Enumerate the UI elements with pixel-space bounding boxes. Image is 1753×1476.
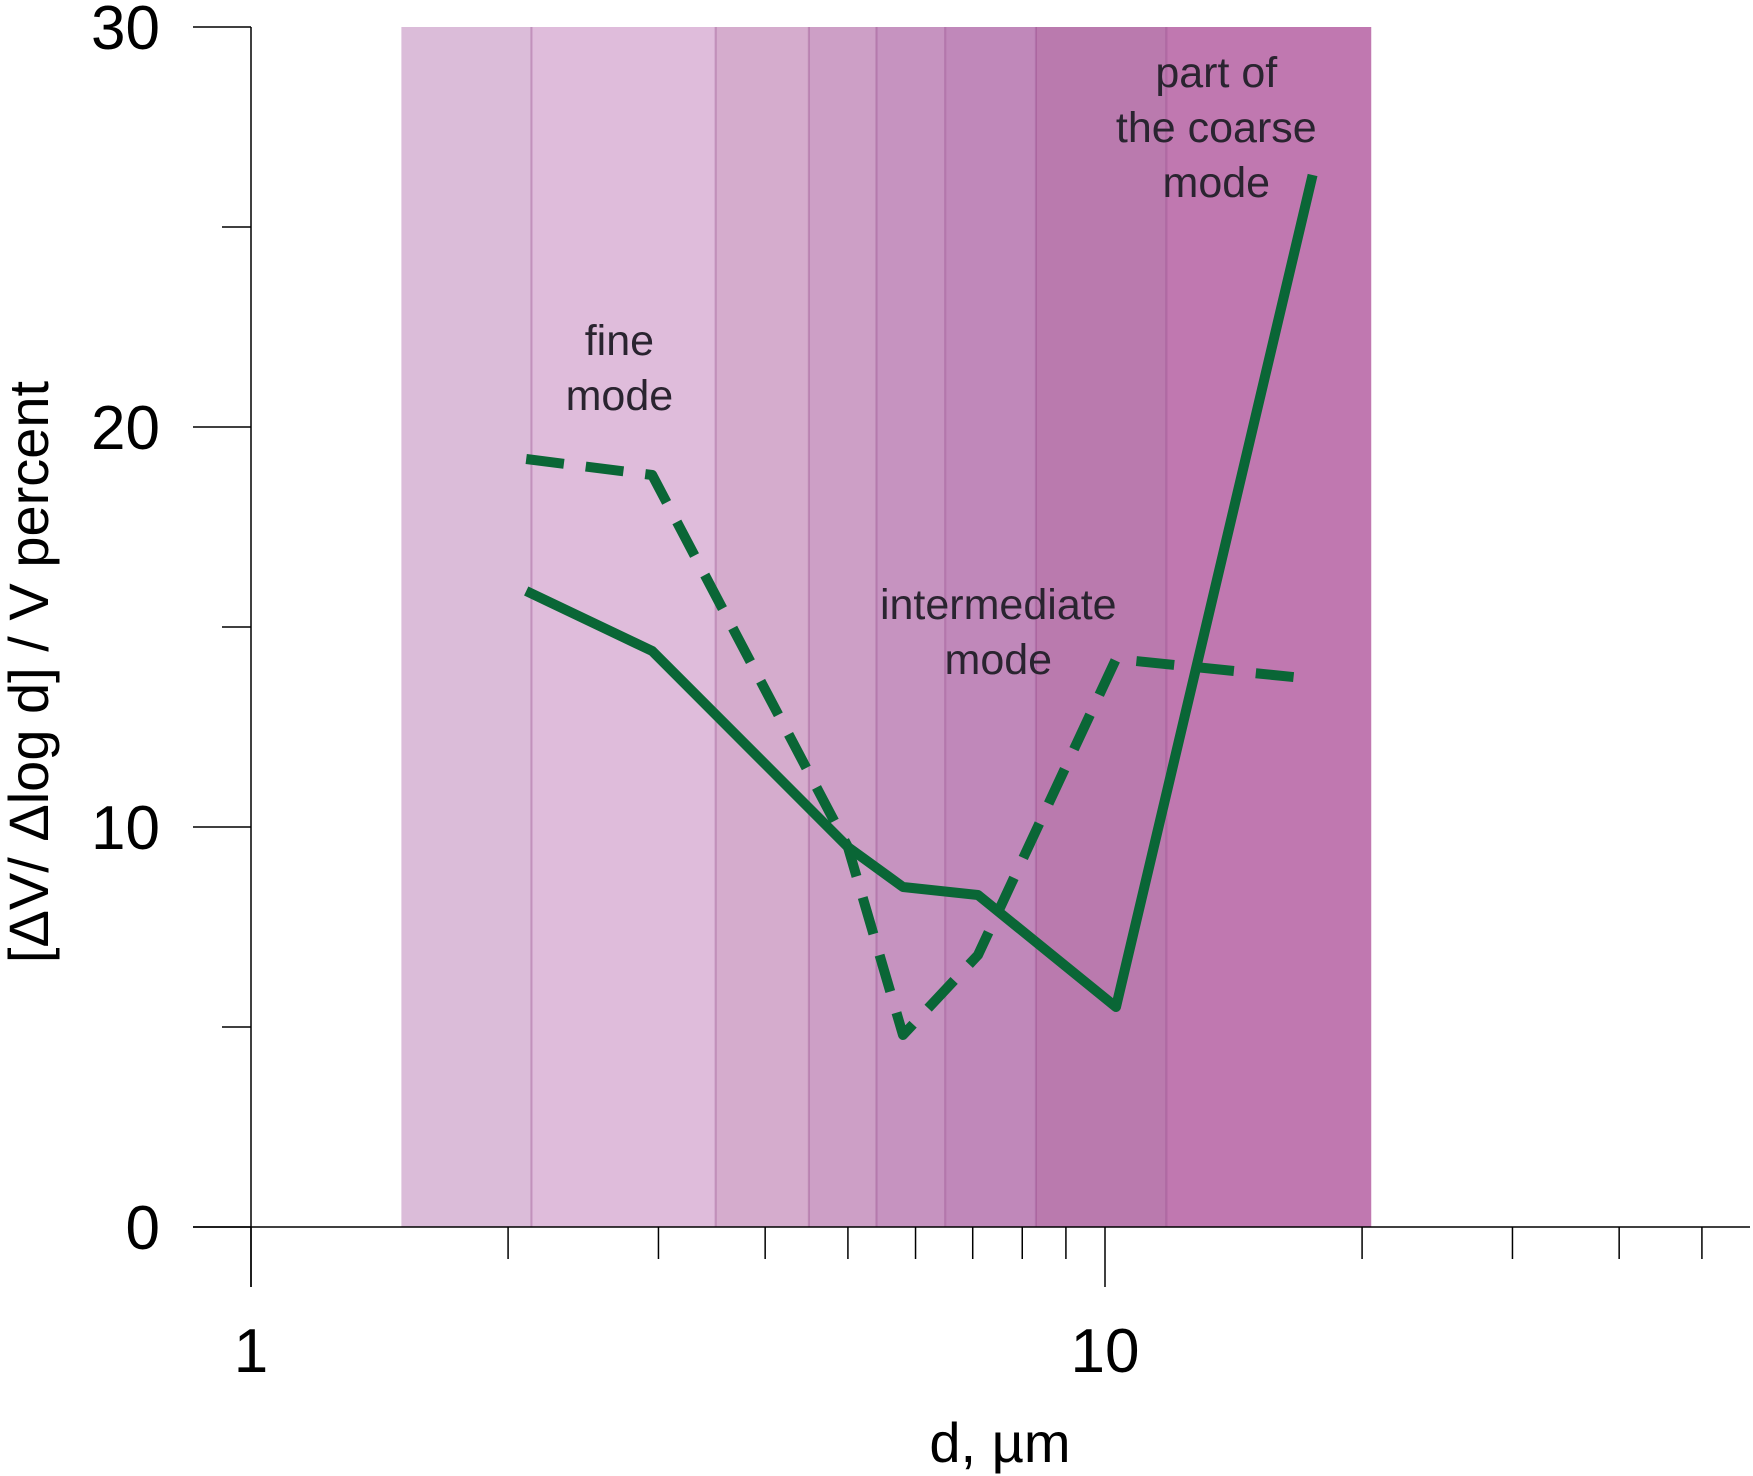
y-tick-label-10: 10 [91, 794, 160, 863]
annotations: fine mode intermediate mode part of the coars… [566, 49, 1317, 684]
mode-band-4 [808, 27, 877, 1227]
y-tick-label-30: 30 [91, 0, 160, 63]
mode-band-1 [401, 27, 532, 1227]
y-tick-label-0: 0 [126, 1194, 160, 1263]
mode-band-6 [945, 27, 1036, 1227]
y-tick-label-20: 20 [91, 394, 160, 463]
x-tick-label-1: 1 [234, 1317, 268, 1386]
annotation-1-line-2: mode [566, 372, 674, 420]
annotation-3-line-3: mode [1163, 159, 1271, 207]
axes [193, 27, 1750, 1287]
annotation-1-line-1: fine [585, 317, 654, 365]
mode-band-8 [1166, 27, 1372, 1227]
annotation-2-line-1: intermediate [880, 581, 1117, 629]
axis-ticks: 0 10 20 30 1 10 [91, 0, 1703, 1386]
mode-band-2 [531, 27, 716, 1227]
annotation-3-line-1: part of [1155, 49, 1278, 97]
x-axis-title: d, µm [929, 1411, 1070, 1474]
mode-band-3 [715, 27, 809, 1227]
data-series [524, 173, 1318, 1040]
series-solid-line [524, 173, 1318, 1012]
series-dashed-line [525, 454, 1314, 1040]
x-tick-label-10: 10 [1071, 1317, 1140, 1386]
shaded-mode-bands [401, 27, 1372, 1227]
annotation-2-line-2: mode [945, 636, 1053, 684]
annotation-3-line-2: the coarse [1116, 104, 1317, 152]
mode-band-7 [1035, 27, 1167, 1227]
y-axis-title: [ΔV/ Δlog d] / V percent [0, 380, 60, 963]
